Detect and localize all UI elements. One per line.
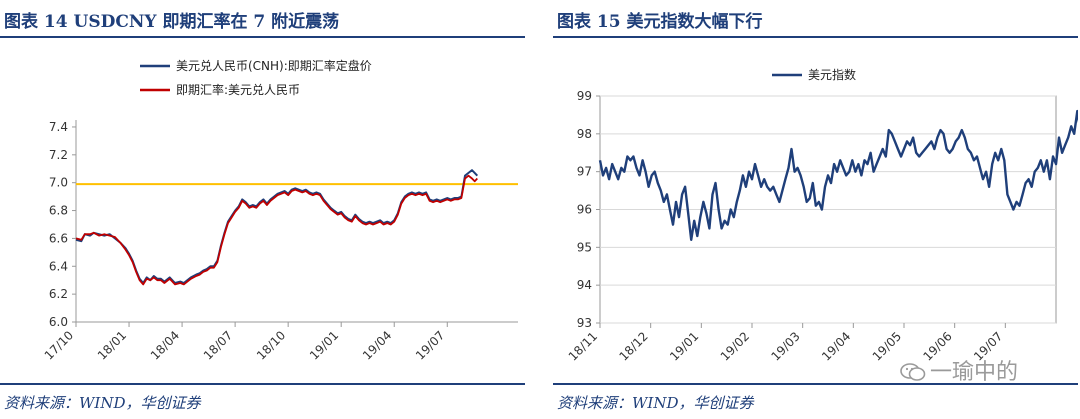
x-tick-label: 19/03 — [768, 329, 802, 363]
y-tick-label: 95 — [577, 240, 592, 254]
wechat-icon — [900, 363, 926, 381]
left-source-bar: 资料来源：WIND，华创证券 — [0, 383, 525, 419]
legend-label: 美元兑人民币(CNH):即期汇率定盘价 — [176, 58, 372, 73]
x-tick-label: 18/07 — [201, 328, 235, 362]
x-tick-label: 19/01 — [667, 329, 701, 363]
series-line — [598, 109, 1078, 241]
y-tick-label: 7.4 — [49, 120, 68, 134]
watermark-text: 一瑜中的 — [930, 360, 1019, 385]
x-tick-label: 19/05 — [870, 329, 904, 363]
y-tick-label: 6.6 — [49, 231, 68, 245]
usdcny-line-chart: 6.0 6.2 6.4 6.6 6.8 7.0 7.2 7.4 17/10 18/01 18/04 1… — [42, 58, 518, 363]
x-tick-label: 18/11 — [566, 329, 600, 363]
y-tick-label: 98 — [577, 127, 592, 141]
x-tick-label: 18/12 — [616, 329, 650, 363]
y-tick-label: 6.8 — [49, 204, 68, 218]
y-tick-label: 94 — [577, 278, 592, 292]
left-chart-title: 图表 14 USDCNY 即期汇率在 7 附近震荡 — [4, 12, 340, 32]
y-tick-label: 96 — [577, 203, 592, 217]
dollar-index-line-chart: 93 94 95 96 97 98 99 18/11 18/12 19/01 19/02 19/03 1… — [566, 67, 1078, 364]
x-tick-label: 18/01 — [95, 328, 129, 362]
y-tick-label: 97 — [577, 165, 592, 179]
y-tick-label: 99 — [577, 89, 592, 103]
x-tick-label: 19/07 — [413, 328, 447, 362]
y-tick-label: 6.2 — [49, 287, 68, 301]
x-tick-label: 17/10 — [42, 328, 76, 362]
right-title-bar: 图表 15 美元指数大幅下行 — [553, 0, 1078, 38]
series-line — [75, 169, 479, 284]
legend-label: 即期汇率:美元兑人民币 — [176, 82, 300, 97]
x-tick-label: 19/04 — [819, 329, 853, 363]
left-figure-panel: 图表 14 USDCNY 即期汇率在 7 附近震荡 6.0 6.2 6.4 6.6 6.… — [0, 0, 525, 417]
legend-label: 美元指数 — [808, 67, 856, 82]
x-tick-label: 19/02 — [718, 329, 752, 363]
x-tick-label: 19/01 — [307, 328, 341, 362]
watermark: 一瑜中的 — [900, 354, 1018, 386]
right-source-bar: 资料来源：WIND，华创证券 — [553, 383, 1078, 419]
right-source-note: 资料来源：WIND，华创证券 — [557, 394, 754, 412]
left-title-bar: 图表 14 USDCNY 即期汇率在 7 附近震荡 — [0, 0, 525, 38]
x-tick-label: 18/04 — [148, 328, 182, 362]
y-tick-label: 7.0 — [49, 176, 68, 190]
y-tick-label: 93 — [577, 316, 592, 330]
x-tick-label: 18/10 — [254, 328, 288, 362]
left-source-note: 资料来源：WIND，华创证券 — [4, 394, 201, 412]
y-tick-label: 6.0 — [49, 315, 68, 329]
right-chart-title: 图表 15 美元指数大幅下行 — [557, 12, 763, 32]
x-tick-label: 19/04 — [360, 328, 394, 362]
right-figure-panel: 图表 15 美元指数大幅下行 93 94 95 96 97 98 99 18/11 18/12 1… — [553, 0, 1078, 417]
y-tick-label: 7.2 — [49, 148, 68, 162]
series-line — [75, 174, 478, 286]
y-tick-label: 6.4 — [49, 259, 68, 273]
